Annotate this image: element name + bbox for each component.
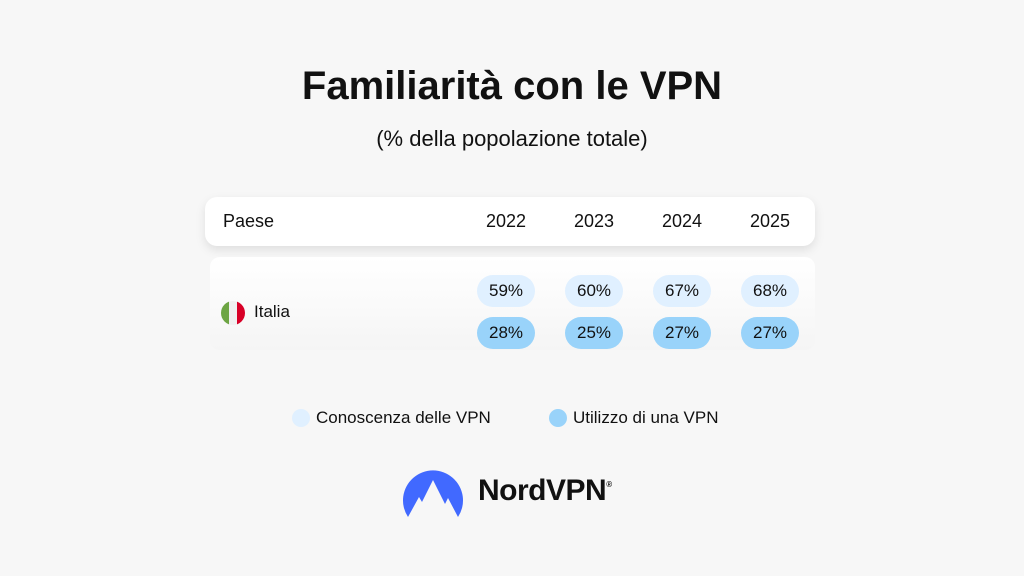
- page-title: Familiarità con le VPN: [301, 64, 723, 108]
- usage-2025: 27%: [741, 317, 799, 349]
- column-header-2023: 2023: [574, 211, 615, 231]
- usage-2023: 25%: [565, 317, 623, 349]
- italy-flag-icon: [221, 301, 245, 325]
- awareness-2025: 68%: [741, 275, 799, 307]
- page-subtitle: (% della popolazione totale): [376, 126, 648, 151]
- column-header-2022: 2022: [486, 211, 527, 231]
- column-header-2025: 2025: [750, 211, 791, 231]
- usage-2022: 28%: [477, 317, 535, 349]
- column-header-2024: 2024: [662, 211, 703, 231]
- brand-name: NordVPN®: [478, 474, 612, 508]
- table-row: 59% 60% 67% 68% 28% 25% 27% 27%: [210, 257, 815, 350]
- awareness-2022: 59%: [477, 275, 535, 307]
- brand-text: NordVPN: [478, 474, 607, 507]
- awareness-2024: 67%: [653, 275, 711, 307]
- usage-2024: 27%: [653, 317, 711, 349]
- awareness-2023: 60%: [565, 275, 623, 307]
- country-name: Italia: [254, 302, 290, 321]
- legend-usage-swatch: [549, 409, 567, 427]
- legend-usage-label: Utilizzo di una VPN: [573, 408, 719, 427]
- legend-awareness-label: Conoscenza delle VPN: [316, 408, 491, 427]
- column-header-country: Paese: [223, 211, 275, 231]
- registered-mark: ®: [606, 480, 612, 489]
- table-header: Paese 2022 2023 2024 2025: [205, 197, 815, 246]
- legend-awareness-swatch: [292, 409, 310, 427]
- nordvpn-logo-icon: [403, 470, 463, 517]
